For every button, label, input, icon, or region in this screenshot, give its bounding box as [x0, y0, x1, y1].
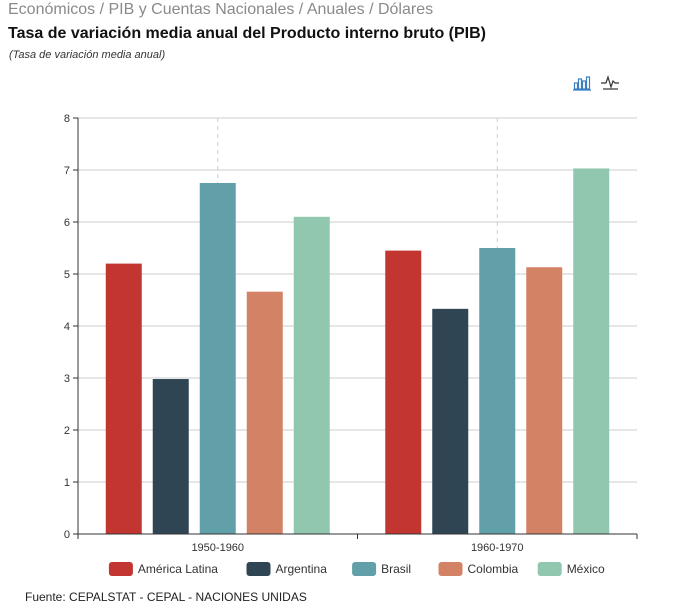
y-tick-label: 4: [64, 321, 70, 333]
bar: [199, 183, 236, 534]
legend-swatch: [438, 562, 463, 576]
legend-swatch: [537, 562, 562, 576]
bar: [526, 267, 563, 534]
line-chart-icon: [601, 75, 619, 90]
y-tick-label: 8: [64, 113, 70, 125]
bar: [246, 291, 283, 534]
bar: [105, 263, 142, 534]
legend-swatch: [246, 562, 271, 576]
legend-item[interactable]: Brasil: [352, 562, 411, 576]
chart-title: Tasa de variación media anual del Produc…: [8, 25, 487, 42]
y-tick-label: 3: [64, 373, 70, 385]
y-tick-label: 0: [64, 529, 70, 541]
legend-item[interactable]: México: [537, 562, 605, 576]
y-tick-label: 7: [64, 165, 70, 177]
legend-swatch: [108, 562, 133, 576]
source-note: Fuente: CEPALSTAT - CEPAL - NACIONES UNI…: [25, 590, 307, 604]
legend-item[interactable]: Argentina: [246, 562, 328, 576]
bar: [479, 248, 516, 534]
y-tick-label: 5: [64, 269, 70, 281]
bar-chart-icon: [573, 76, 591, 91]
legend-label: América Latina: [138, 562, 218, 576]
chart-toolbar: [572, 72, 622, 92]
y-tick-label: 2: [64, 425, 70, 437]
bar: [573, 168, 610, 534]
legend-item[interactable]: Colombia: [438, 562, 519, 576]
legend-label: Brasil: [381, 562, 411, 576]
breadcrumb: Económicos / PIB y Cuentas Nacionales / …: [8, 1, 434, 18]
bar-chart-button[interactable]: [572, 72, 592, 92]
bar: [385, 250, 422, 534]
bar: [152, 379, 189, 534]
chart-subtitle: (Tasa de variación media anual): [9, 49, 166, 61]
legend-label: Colombia: [468, 562, 519, 576]
legend-swatch: [352, 562, 377, 576]
bar: [293, 216, 330, 535]
legend-item[interactable]: América Latina: [108, 562, 218, 576]
y-tick-label: 6: [64, 217, 70, 229]
bar: [432, 308, 469, 534]
x-tick-label: 1960-1970: [471, 542, 524, 554]
legend-label: Argentina: [276, 562, 328, 576]
legend-label: México: [567, 562, 605, 576]
line-chart-button[interactable]: [600, 72, 620, 92]
x-tick-label: 1950-1960: [191, 542, 244, 554]
y-tick-label: 1: [64, 477, 70, 489]
